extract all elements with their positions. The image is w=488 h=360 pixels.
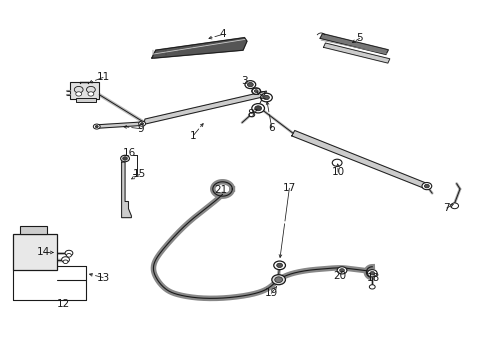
Circle shape: [63, 260, 68, 264]
Circle shape: [95, 126, 98, 128]
Text: 11: 11: [96, 72, 109, 82]
Circle shape: [263, 95, 269, 100]
Circle shape: [254, 90, 258, 93]
Text: 1: 1: [190, 131, 196, 140]
Circle shape: [247, 82, 253, 87]
Circle shape: [139, 121, 145, 126]
Circle shape: [86, 86, 95, 93]
Text: 21: 21: [214, 185, 227, 195]
Circle shape: [336, 267, 346, 274]
Circle shape: [276, 263, 282, 267]
Circle shape: [271, 275, 285, 285]
Text: 16: 16: [122, 148, 136, 158]
Circle shape: [254, 106, 261, 111]
Circle shape: [251, 88, 260, 94]
FancyBboxPatch shape: [76, 98, 96, 102]
Circle shape: [141, 123, 143, 125]
Circle shape: [368, 285, 374, 289]
Text: 12: 12: [57, 300, 70, 310]
Circle shape: [121, 155, 129, 162]
Text: 20: 20: [332, 271, 346, 281]
Text: 2: 2: [259, 91, 266, 101]
Circle shape: [424, 184, 428, 188]
Circle shape: [76, 92, 81, 96]
Text: 9: 9: [138, 124, 144, 134]
Text: 13: 13: [96, 273, 109, 283]
Circle shape: [93, 124, 100, 129]
Polygon shape: [122, 162, 131, 218]
Text: 17: 17: [282, 183, 295, 193]
Text: 7: 7: [443, 203, 449, 213]
Polygon shape: [291, 131, 427, 189]
Circle shape: [260, 93, 272, 102]
Text: 5: 5: [356, 33, 362, 43]
Circle shape: [251, 104, 264, 113]
FancyBboxPatch shape: [70, 82, 99, 99]
Text: 4: 4: [219, 30, 225, 39]
Text: 3: 3: [241, 76, 247, 86]
Polygon shape: [143, 91, 266, 125]
Circle shape: [74, 86, 83, 93]
Text: 10: 10: [331, 167, 344, 177]
FancyBboxPatch shape: [13, 234, 57, 270]
Circle shape: [248, 113, 254, 117]
Text: 8: 8: [247, 109, 254, 119]
Text: 15: 15: [133, 169, 146, 179]
Circle shape: [66, 253, 71, 257]
Polygon shape: [96, 122, 143, 129]
Circle shape: [122, 157, 127, 160]
Circle shape: [274, 277, 282, 283]
Circle shape: [65, 250, 73, 256]
Polygon shape: [320, 34, 387, 54]
Circle shape: [366, 270, 376, 277]
Circle shape: [450, 203, 458, 209]
Polygon shape: [152, 38, 246, 58]
Circle shape: [61, 257, 69, 262]
Circle shape: [331, 159, 341, 166]
Circle shape: [273, 261, 285, 270]
Polygon shape: [323, 43, 389, 63]
Circle shape: [421, 183, 431, 190]
Text: 6: 6: [268, 123, 275, 133]
Circle shape: [88, 92, 94, 96]
Text: 14: 14: [37, 247, 50, 257]
FancyBboxPatch shape: [20, 226, 47, 234]
Text: 19: 19: [264, 288, 277, 298]
Text: 18: 18: [366, 273, 379, 283]
Circle shape: [244, 81, 255, 89]
Circle shape: [369, 271, 374, 275]
Circle shape: [339, 269, 344, 272]
